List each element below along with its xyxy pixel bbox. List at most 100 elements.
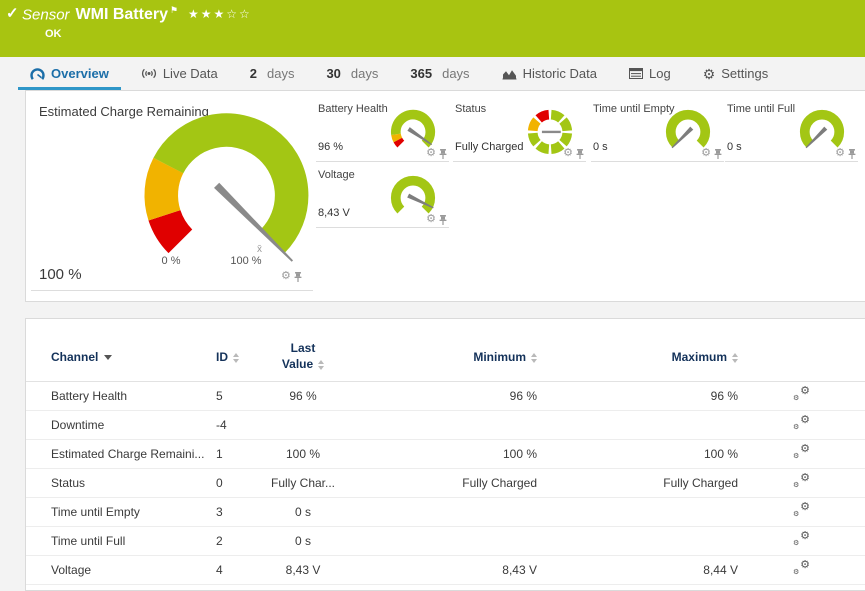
gauge-value: 8,43 V bbox=[318, 207, 350, 219]
tab-label: Historic Data bbox=[522, 66, 597, 81]
gauge-value: 0 s bbox=[727, 141, 742, 153]
pin-icon[interactable] bbox=[576, 148, 584, 159]
tab-label: Settings bbox=[721, 66, 769, 81]
gauge-tools: ⚙ bbox=[835, 148, 856, 159]
channel-minimum bbox=[358, 526, 537, 556]
channel-settings-icon[interactable]: ⚙ ⚙ bbox=[793, 443, 810, 461]
main-gauge-tools: ⚙ bbox=[281, 271, 302, 282]
column-label: Value bbox=[281, 356, 314, 371]
channel-settings-icon[interactable]: ⚙ ⚙ bbox=[793, 385, 810, 403]
tab-overview[interactable]: Overview bbox=[14, 57, 125, 90]
channels-table-panel: Channel ID Last Value Minimum Maximum Bat… bbox=[25, 318, 865, 591]
column-header-maximum[interactable]: Maximum bbox=[537, 333, 738, 382]
broadcast-icon bbox=[141, 68, 156, 79]
column-header-channel[interactable]: Channel bbox=[26, 333, 216, 382]
gauge-tools: ⚙ bbox=[563, 148, 584, 159]
status-gauge-graphic bbox=[527, 109, 573, 154]
gauge-cell-status: Status Fully Charged ⚙ bbox=[453, 103, 586, 162]
channel-minimum: Fully Charged bbox=[358, 468, 537, 498]
sort-icon bbox=[233, 352, 239, 363]
column-label: Minimum bbox=[473, 349, 526, 364]
table-row: Voltage 4 8,43 V 8,43 V 8,44 V ⚙ ⚙ bbox=[26, 555, 865, 585]
channel-maximum: 100 % bbox=[537, 439, 738, 469]
channel-name: Time until Empty bbox=[26, 497, 216, 527]
tab-unit: days bbox=[442, 66, 470, 81]
channel-maximum bbox=[537, 497, 738, 527]
channel-minimum: 8,43 V bbox=[358, 555, 537, 585]
tab-number: 30 bbox=[326, 66, 341, 81]
channel-settings-icon[interactable]: ⚙ ⚙ bbox=[793, 559, 810, 577]
column-header-last-value[interactable]: Last Value bbox=[248, 333, 358, 382]
gear-icon[interactable]: ⚙ bbox=[563, 147, 573, 159]
pin-icon[interactable] bbox=[439, 214, 447, 225]
gear-icon[interactable]: ⚙ bbox=[426, 213, 436, 225]
gauge-value: 0 s bbox=[593, 141, 608, 153]
tab-label: Overview bbox=[51, 66, 109, 81]
list-icon bbox=[628, 68, 643, 79]
tab-historic-data[interactable]: Historic Data bbox=[486, 57, 613, 90]
channels-table: Channel ID Last Value Minimum Maximum Bat… bbox=[26, 333, 865, 585]
gauge-title: Voltage bbox=[318, 169, 355, 181]
time-until-full-gauge-graphic bbox=[799, 109, 845, 149]
table-row: Status 0 Fully Char... Fully Charged Ful… bbox=[26, 468, 865, 498]
gear-icon[interactable]: ⚙ bbox=[426, 147, 436, 159]
column-header-minimum[interactable]: Minimum bbox=[358, 333, 537, 382]
tab-30-days[interactable]: 30 days bbox=[310, 57, 394, 90]
priority-stars[interactable]: ★★★☆☆ bbox=[188, 7, 252, 21]
tab-log[interactable]: Log bbox=[613, 57, 687, 90]
channel-settings-icon[interactable]: ⚙ ⚙ bbox=[793, 472, 810, 490]
channel-name: Voltage bbox=[26, 555, 216, 585]
channel-id: 2 bbox=[216, 526, 248, 556]
channel-last-value: 0 s bbox=[248, 526, 358, 556]
table-header-row: Channel ID Last Value Minimum Maximum bbox=[26, 333, 865, 382]
tab-365-days[interactable]: 365 days bbox=[394, 57, 485, 90]
channel-id: 4 bbox=[216, 555, 248, 585]
channel-maximum: 8,44 V bbox=[537, 555, 738, 585]
gauge-value: Fully Charged bbox=[455, 141, 524, 153]
main-gauge-title: Estimated Charge Remaining bbox=[39, 104, 209, 119]
column-label: Channel bbox=[51, 349, 99, 364]
tab-number: 2 bbox=[249, 66, 257, 81]
channel-minimum bbox=[358, 497, 537, 527]
tab-2-days[interactable]: 2 days bbox=[234, 57, 311, 90]
channel-settings-icon[interactable]: ⚙ ⚙ bbox=[793, 414, 810, 432]
gear-icon[interactable]: ⚙ bbox=[281, 270, 291, 282]
pin-icon[interactable] bbox=[294, 271, 302, 282]
channel-name: Time until Full bbox=[26, 526, 216, 556]
gauge-tools: ⚙ bbox=[426, 214, 447, 225]
gauge-cell-time-until-empty: Time until Empty 0 s ⚙ bbox=[591, 103, 724, 162]
tab-unit: days bbox=[350, 66, 379, 81]
main-gauge-needle bbox=[214, 182, 294, 262]
gear-icon[interactable]: ⚙ bbox=[701, 147, 711, 159]
status-check-icon: ✓ bbox=[6, 5, 19, 22]
channel-settings-icon[interactable]: ⚙ ⚙ bbox=[793, 501, 810, 519]
gauge-tools: ⚙ bbox=[426, 148, 447, 159]
gauge-value: 96 % bbox=[318, 141, 344, 153]
tab-live-data[interactable]: Live Data bbox=[125, 57, 234, 90]
table-row: Time until Full 2 0 s ⚙ ⚙ bbox=[26, 526, 865, 556]
column-label: Maximum bbox=[671, 349, 727, 364]
pin-icon[interactable] bbox=[848, 148, 856, 159]
pin-icon[interactable] bbox=[714, 148, 722, 159]
time-until-empty-gauge-graphic bbox=[665, 109, 711, 149]
gauge-tools: ⚙ bbox=[701, 148, 722, 159]
channel-settings-icon[interactable]: ⚙ ⚙ bbox=[793, 530, 810, 548]
gear-icon: ⚙ bbox=[702, 65, 716, 82]
sensor-status-text: OK bbox=[45, 28, 62, 40]
column-header-id[interactable]: ID bbox=[216, 333, 248, 382]
tab-settings[interactable]: ⚙ Settings bbox=[687, 57, 785, 90]
channel-maximum bbox=[537, 526, 738, 556]
pin-icon[interactable] bbox=[439, 148, 447, 159]
channel-last-value: 96 % bbox=[248, 381, 358, 411]
gear-icon[interactable]: ⚙ bbox=[835, 147, 845, 159]
column-label: Last bbox=[290, 341, 316, 356]
overview-gauges-panel: Estimated Charge Remaining 0 % 100 % x̄ … bbox=[25, 90, 865, 302]
channel-minimum: 100 % bbox=[358, 439, 537, 469]
sensor-kind-label: Sensor bbox=[22, 6, 70, 24]
channel-name: Downtime bbox=[26, 410, 216, 440]
gauge-title: Time until Empty bbox=[593, 103, 675, 115]
channel-id: -4 bbox=[216, 410, 248, 440]
main-gauge-cell: Estimated Charge Remaining 0 % 100 % x̄ … bbox=[31, 91, 313, 291]
channel-maximum: Fully Charged bbox=[537, 468, 738, 498]
